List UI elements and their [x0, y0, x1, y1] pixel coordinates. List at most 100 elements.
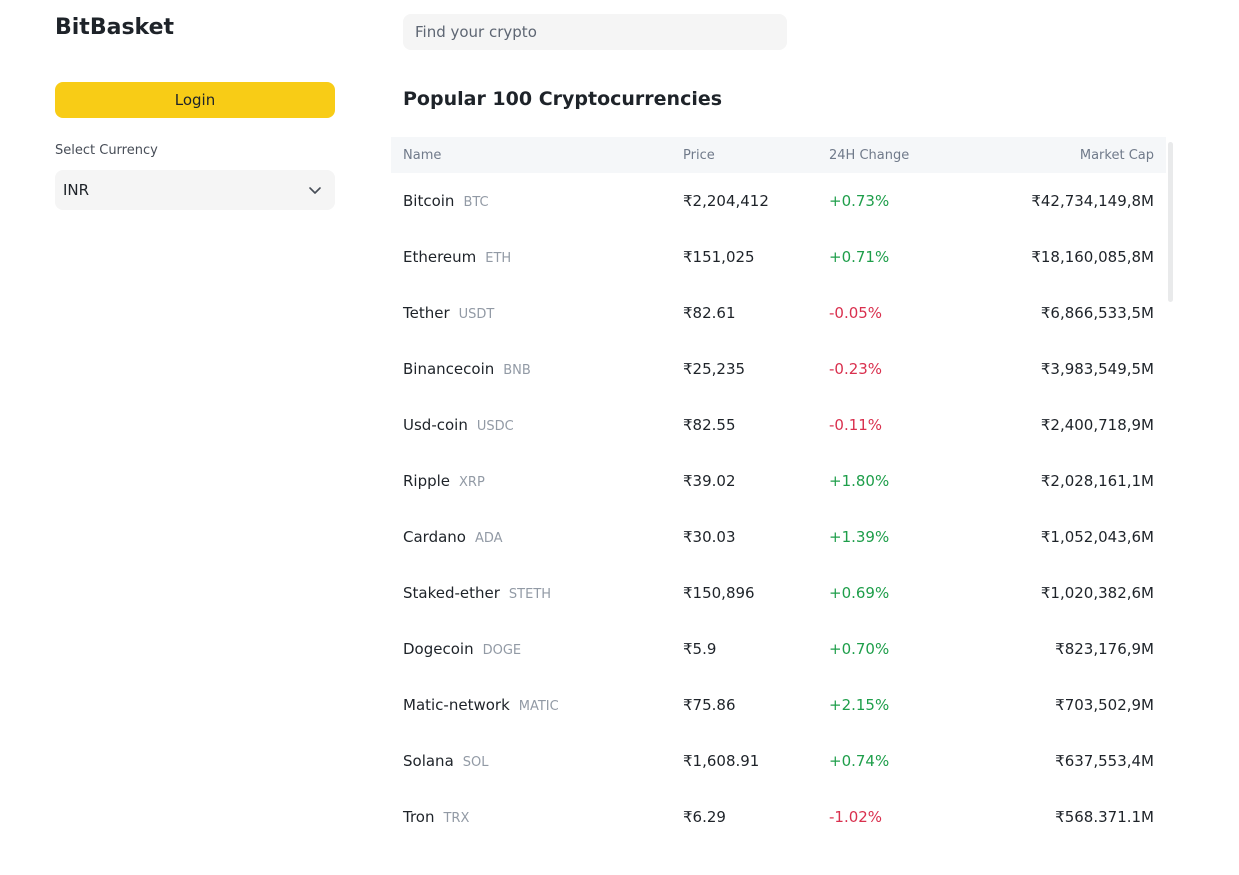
coin-change: -0.05% [829, 304, 883, 322]
coin-price: ₹30.03 [683, 528, 736, 546]
coin-price: ₹82.61 [683, 304, 736, 322]
coin-market-cap: ₹2,400,718,9M [1040, 416, 1154, 434]
coin-change: +0.69% [829, 584, 890, 602]
coin-change: +0.74% [829, 752, 890, 770]
coin-name-cell: Tether USDT [391, 304, 683, 322]
page-title: Popular 100 Cryptocurrencies [403, 88, 723, 110]
coin-price: ₹5.9 [683, 640, 717, 658]
coin-symbol: BTC [463, 195, 489, 210]
coin-change: +0.70% [829, 640, 890, 658]
coin-price: ₹75.86 [683, 696, 736, 714]
header-market-cap[interactable]: Market Cap [1079, 147, 1154, 163]
coin-name-cell: Binancecoin BNB [391, 360, 683, 378]
coin-name: Solana [403, 752, 454, 770]
app-logo[interactable]: BitBasket [55, 15, 175, 40]
coin-name: Tron [403, 808, 435, 826]
search-input[interactable] [403, 14, 787, 50]
coin-price: ₹150,896 [683, 584, 755, 602]
coin-name: Dogecoin [403, 640, 474, 658]
coin-name: Binancecoin [403, 360, 495, 378]
coin-name: Ethereum [403, 248, 477, 266]
coin-market-cap: ₹1,052,043,6M [1040, 528, 1154, 546]
coin-change: -0.23% [829, 360, 883, 378]
coin-market-cap: ₹1,020,382,6M [1040, 584, 1154, 602]
table-row[interactable]: Cardano ADA ₹30.03 +1.39% ₹1,052,043,6M [391, 509, 1166, 565]
login-button[interactable]: Login [55, 82, 335, 118]
coin-name: Matic-network [403, 696, 510, 714]
coin-name: Usd-coin [403, 416, 468, 434]
coin-name-cell: Solana SOL [391, 752, 683, 770]
coin-symbol: USDT [458, 307, 495, 322]
coin-market-cap: ₹568.371.1M [1055, 808, 1154, 826]
coin-market-cap: ₹42,734,149,8M [1031, 192, 1154, 210]
coin-change: +0.73% [829, 192, 890, 210]
coin-name: Cardano [403, 528, 466, 546]
coin-market-cap: ₹2,028,161,1M [1040, 472, 1154, 490]
coin-name: Ripple [403, 472, 451, 490]
currency-select[interactable]: INR [55, 170, 335, 210]
coin-market-cap: ₹637,553,4M [1055, 752, 1154, 770]
table-row[interactable]: Dogecoin DOGE ₹5.9 +0.70% ₹823,176,9M [391, 621, 1166, 677]
currency-label: Select Currency [55, 143, 158, 158]
table-row[interactable]: Matic-network MATIC ₹75.86 +2.15% ₹703,502,9… [391, 677, 1166, 733]
coin-symbol: BNB [503, 363, 531, 378]
coin-change: -1.02% [829, 808, 883, 826]
coin-symbol: SOL [462, 755, 489, 770]
coin-market-cap: ₹3,983,549,5M [1040, 360, 1154, 378]
table-row[interactable]: Ethereum ETH ₹151,025 +0.71% ₹18,160,085,8M [391, 229, 1166, 285]
coin-market-cap: ₹823,176,9M [1055, 640, 1154, 658]
coin-price: ₹6.29 [683, 808, 726, 826]
coin-price: ₹25,235 [683, 360, 746, 378]
coin-name-cell: Ethereum ETH [391, 248, 683, 266]
table-row[interactable]: Usd-coin USDC ₹82.55 -0.11% ₹2,400,718,9M [391, 397, 1166, 453]
table-header: Name Price 24H Change Market Cap [391, 137, 1166, 173]
coin-change: +1.80% [829, 472, 890, 490]
table-scrollbar[interactable] [1168, 142, 1173, 302]
table-row[interactable]: Binancecoin BNB ₹25,235 -0.23% ₹3,983,549,5M [391, 341, 1166, 397]
table-body: Bitcoin BTC ₹2,204,412 +0.73% ₹42,734,149,8M… [391, 173, 1166, 845]
coin-name-cell: Matic-network MATIC [391, 696, 683, 714]
coin-symbol: USDC [476, 419, 514, 434]
coin-price: ₹82.55 [683, 416, 736, 434]
coin-symbol: XRP [459, 475, 485, 490]
coin-symbol: ADA [474, 531, 503, 546]
header-change[interactable]: 24H Change [829, 147, 910, 163]
table-row[interactable]: Tether USDT ₹82.61 -0.05% ₹6,866,533,5M [391, 285, 1166, 341]
coin-name: Tether [403, 304, 450, 322]
table-row[interactable]: Bitcoin BTC ₹2,204,412 +0.73% ₹42,734,149,8M [391, 173, 1166, 229]
coin-market-cap: ₹703,502,9M [1055, 696, 1154, 714]
coin-name-cell: Tron TRX [391, 808, 683, 826]
coin-price: ₹1,608.91 [683, 752, 760, 770]
coin-symbol: ETH [485, 251, 512, 266]
coin-symbol: TRX [443, 811, 470, 826]
header-name[interactable]: Name [403, 147, 442, 163]
coin-symbol: DOGE [482, 643, 522, 658]
table-row[interactable]: Solana SOL ₹1,608.91 +0.74% ₹637,553,4M [391, 733, 1166, 789]
coin-name-cell: Bitcoin BTC [391, 192, 683, 210]
currency-value: INR [63, 181, 90, 199]
coin-price: ₹151,025 [683, 248, 755, 266]
coin-price: ₹39.02 [683, 472, 736, 490]
coin-name-cell: Usd-coin USDC [391, 416, 683, 434]
coin-name-cell: Ripple XRP [391, 472, 683, 490]
coin-name-cell: Dogecoin DOGE [391, 640, 683, 658]
coin-change: +0.71% [829, 248, 890, 266]
table-row[interactable]: Tron TRX ₹6.29 -1.02% ₹568.371.1M [391, 789, 1166, 845]
coin-name: Bitcoin [403, 192, 455, 210]
crypto-table: Name Price 24H Change Market Cap Bitcoin… [391, 137, 1166, 845]
coin-price: ₹2,204,412 [683, 192, 769, 210]
coin-market-cap: ₹6,866,533,5M [1040, 304, 1154, 322]
coin-market-cap: ₹18,160,085,8M [1031, 248, 1154, 266]
table-row[interactable]: Ripple XRP ₹39.02 +1.80% ₹2,028,161,1M [391, 453, 1166, 509]
coin-symbol: STETH [508, 587, 552, 602]
coin-change: -0.11% [829, 416, 883, 434]
coin-name: Staked-ether [403, 584, 500, 602]
coin-change: +1.39% [829, 528, 890, 546]
chevron-down-icon [307, 182, 323, 198]
coin-name-cell: Staked-ether STETH [391, 584, 683, 602]
coin-change: +2.15% [829, 696, 890, 714]
header-price[interactable]: Price [683, 147, 715, 163]
coin-name-cell: Cardano ADA [391, 528, 683, 546]
coin-symbol: MATIC [518, 699, 559, 714]
table-row[interactable]: Staked-ether STETH ₹150,896 +0.69% ₹1,020,38… [391, 565, 1166, 621]
